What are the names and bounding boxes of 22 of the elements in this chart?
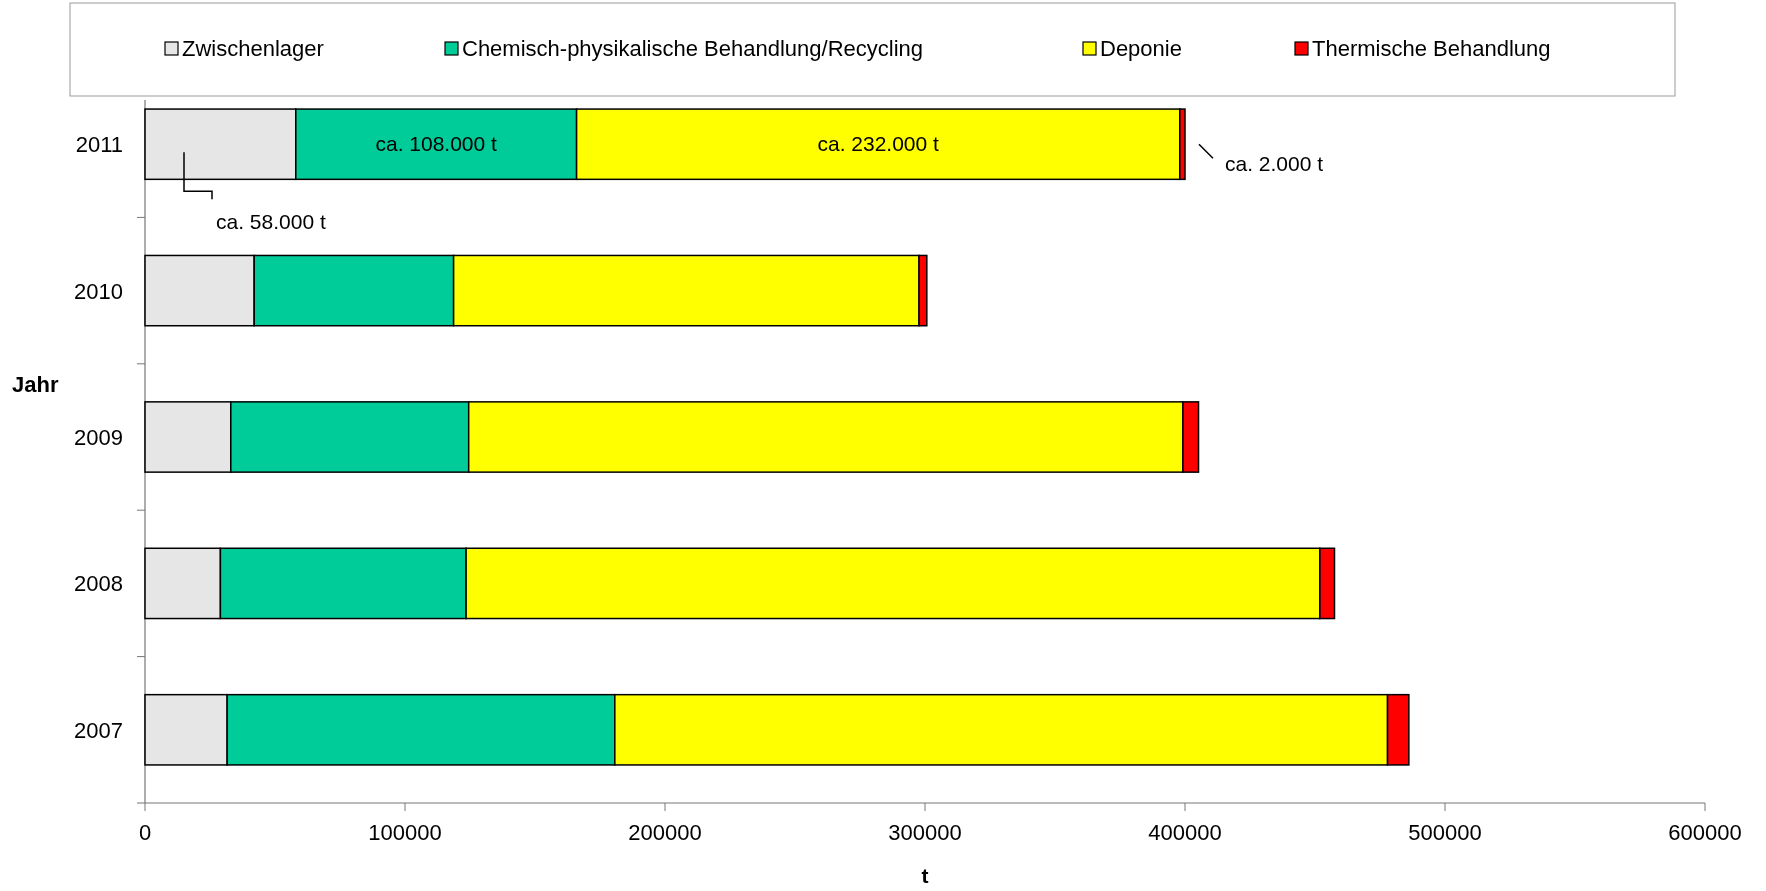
x-tick-label: 600000 xyxy=(1668,820,1742,845)
y-tick-label: 2011 xyxy=(75,132,123,158)
annotation: ca. 58.000 t xyxy=(216,210,326,234)
annotation: ca. 232.000 t xyxy=(817,132,940,156)
legend-label: Thermische Behandlung xyxy=(1312,36,1551,61)
y-tick-label: 2010 xyxy=(74,278,123,304)
legend-label: Chemisch-physikalische Behandlung/Recycling xyxy=(462,36,924,61)
annotation: ca. 108.000 t xyxy=(375,132,498,156)
annotation: ca. 2.000 t xyxy=(1225,152,1324,176)
x-tick-label: 500000 xyxy=(1408,820,1482,845)
x-tick-label: 200000 xyxy=(628,820,702,845)
x-tick-label: 100000 xyxy=(368,820,442,845)
y-tick-label: 2009 xyxy=(74,425,123,450)
x-axis-title: t xyxy=(921,864,929,887)
x-tick-label: 0 xyxy=(138,820,152,845)
legend-label: Deponie xyxy=(1100,36,1182,61)
y-tick-label: 2008 xyxy=(74,571,123,597)
x-tick-label: 300000 xyxy=(888,820,962,845)
x-tick-label: 400000 xyxy=(1148,820,1222,845)
y-tick-label: 2007 xyxy=(74,717,123,743)
legend-label: Zwischenlager xyxy=(182,36,324,61)
y-axis-title: Jahr xyxy=(12,372,59,397)
